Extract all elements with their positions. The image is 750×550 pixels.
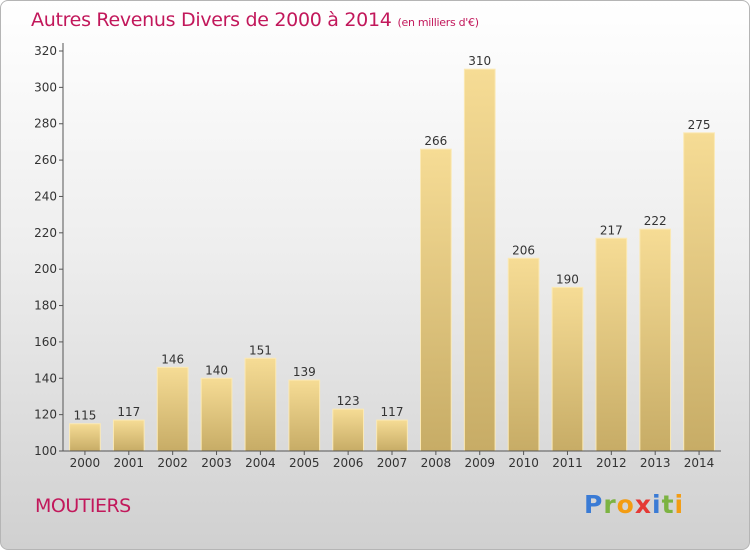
data-label-2013: 222	[644, 214, 667, 228]
x-tick-label-2009: 2009	[464, 456, 495, 470]
x-tick-label-2010: 2010	[508, 456, 539, 470]
x-tick-label-2007: 2007	[377, 456, 408, 470]
chart-title: Autres Revenus Divers de 2000 à 2014 (en …	[31, 9, 479, 31]
x-tick-label-2005: 2005	[289, 456, 320, 470]
data-label-2011: 190	[556, 272, 579, 286]
bar-2008	[420, 148, 452, 452]
logo-letter: i	[652, 490, 662, 519]
y-tick-label-180: 180	[34, 299, 57, 313]
bar-2014	[683, 132, 715, 452]
logo-letter: o	[616, 490, 635, 519]
y-tick-label-260: 260	[34, 153, 57, 167]
data-label-2009: 310	[468, 54, 491, 68]
bar-2009	[463, 68, 496, 452]
bar-2012	[595, 237, 628, 452]
data-label-2002: 146	[161, 352, 184, 366]
y-tick-label-140: 140	[34, 371, 57, 385]
bar-2006	[332, 408, 364, 452]
logo-letter: x	[634, 490, 652, 519]
y-tick-label-200: 200	[34, 262, 57, 276]
chart-unit: (en milliers d'€)	[397, 16, 479, 29]
bar-2004	[244, 357, 277, 452]
y-tick-label-300: 300	[34, 80, 57, 94]
x-tick-label-2012: 2012	[596, 456, 627, 470]
bar-2007	[376, 419, 408, 452]
y-tick-label-100: 100	[34, 444, 57, 458]
bar-2011	[551, 286, 584, 452]
x-tick-label-2011: 2011	[552, 456, 583, 470]
data-label-2001: 117	[117, 405, 140, 419]
data-label-2010: 206	[512, 243, 535, 257]
data-label-2005: 139	[293, 365, 316, 379]
x-tick-label-2008: 2008	[421, 456, 452, 470]
x-tick-label-2014: 2014	[684, 456, 715, 470]
chart-title-text: Autres Revenus Divers de 2000 à 2014	[31, 9, 392, 31]
y-tick-label-240: 240	[34, 189, 57, 203]
logo-letter: t	[661, 490, 675, 519]
x-tick-label-2001: 2001	[114, 456, 145, 470]
data-label-2012: 217	[600, 223, 623, 237]
y-tick-label-120: 120	[34, 408, 57, 422]
x-tick-label-2002: 2002	[157, 456, 188, 470]
bar-2000	[69, 423, 101, 452]
data-label-2000: 115	[73, 409, 96, 423]
bar-2005	[288, 379, 321, 452]
bar-2001	[112, 419, 145, 452]
data-label-2014: 275	[688, 118, 711, 132]
logo-letter: P	[584, 490, 604, 519]
y-tick-label-320: 320	[34, 44, 57, 58]
x-tick-label-2000: 2000	[70, 456, 101, 470]
y-tick-label-280: 280	[34, 117, 57, 131]
proxiti-logo[interactable]: Proxiti	[584, 490, 684, 519]
x-tick-label-2003: 2003	[201, 456, 232, 470]
y-tick-label-160: 160	[34, 335, 57, 349]
y-tick-label-220: 220	[34, 226, 57, 240]
x-tick-label-2004: 2004	[245, 456, 276, 470]
x-tick-label-2006: 2006	[333, 456, 364, 470]
x-tick-label-2013: 2013	[640, 456, 671, 470]
bar-2013	[639, 228, 672, 452]
axes-group: 2000 2001 2002 2003 2004 2005 2006 2007 2008 2009…	[34, 43, 721, 470]
place-name: MOUTIERS	[35, 495, 131, 517]
bar-2002	[156, 366, 189, 452]
bar-2010	[507, 257, 540, 452]
data-label-2008: 266	[424, 134, 447, 148]
bar-2003	[200, 377, 233, 452]
logo-letter: i	[674, 490, 685, 519]
data-label-2007: 117	[381, 405, 404, 419]
logo-letter: r	[603, 490, 617, 519]
data-label-2003: 140	[205, 363, 228, 377]
data-label-2006: 123	[337, 394, 360, 408]
bars-group: 115 117 146 140 151 139 123 117 266 310 206 190 217 2…	[69, 54, 715, 452]
data-label-2004: 151	[249, 343, 272, 357]
